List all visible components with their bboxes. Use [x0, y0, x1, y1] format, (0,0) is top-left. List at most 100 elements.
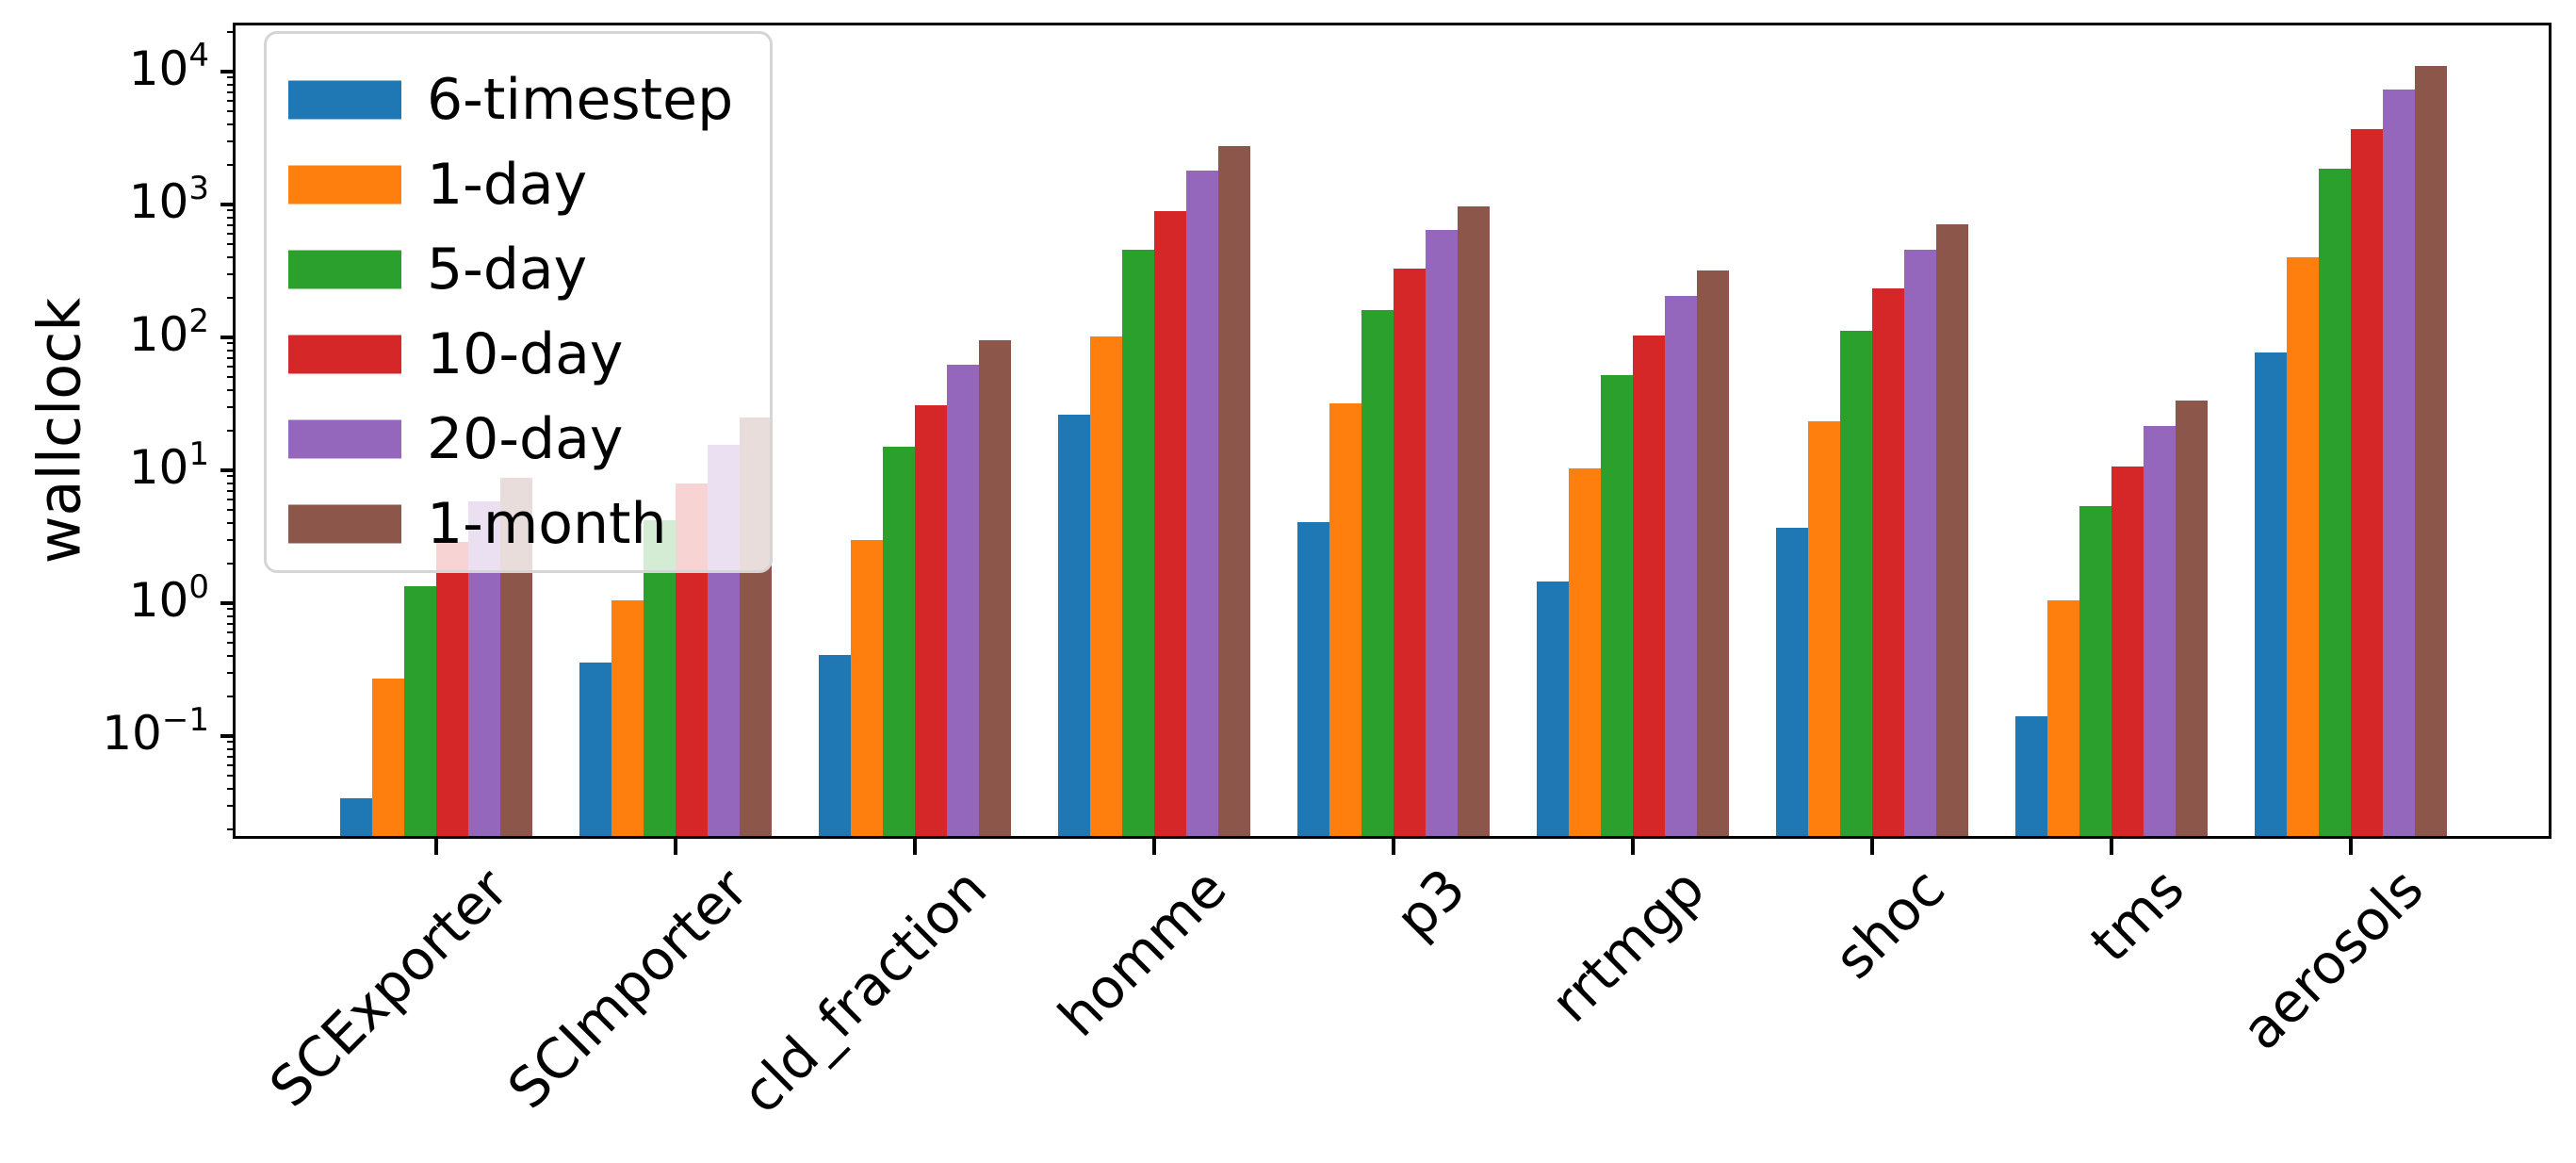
legend-swatch-6-timestep — [288, 80, 401, 120]
bar-homme-1-month — [1218, 146, 1250, 836]
legend-label-1-month: 1-month — [427, 491, 667, 557]
y-minor-tick — [227, 223, 236, 226]
y-minor-tick — [227, 655, 236, 658]
bar-shoc-1-month — [1936, 223, 1968, 836]
y-major-tick-10e1 — [220, 468, 236, 472]
x-tick-label-rrtmgp: rrtmgp — [1539, 856, 1718, 1035]
bar-cld_fraction-5-day — [883, 447, 915, 836]
bar-rrtmgp-6-timestep — [1537, 582, 1569, 836]
bar-shoc-1-day — [1808, 420, 1840, 836]
x-tick-SCImporter — [674, 836, 677, 855]
bar-rrtmgp-1-day — [1569, 468, 1601, 836]
bar-SCExporter-6-timestep — [340, 798, 372, 836]
bar-SCExporter-10-day — [436, 541, 468, 836]
y-major-tick-10e-1 — [220, 734, 236, 738]
bar-homme-5-day — [1122, 249, 1154, 836]
bar-homme-20-day — [1186, 171, 1218, 836]
bar-tms-1-month — [2176, 400, 2208, 836]
bar-p3-20-day — [1426, 230, 1458, 836]
y-minor-tick — [227, 622, 236, 625]
x-tick-label-SCImporter: SCImporter — [495, 856, 760, 1122]
y-minor-tick — [227, 788, 236, 791]
bar-aerosols-10-day — [2351, 128, 2383, 836]
bar-tms-20-day — [2144, 426, 2176, 836]
x-tick-homme — [1152, 836, 1156, 855]
legend-label-10-day: 10-day — [427, 321, 624, 387]
bar-cld_fraction-10-day — [915, 404, 947, 836]
y-minor-tick — [227, 296, 236, 299]
y-minor-tick — [227, 76, 236, 79]
y-minor-tick — [227, 741, 236, 744]
x-tick-p3 — [1392, 836, 1395, 855]
y-minor-tick — [227, 90, 236, 93]
y-tick-label-10e4: 104 — [128, 37, 209, 96]
bar-rrtmgp-1-month — [1697, 270, 1729, 836]
y-minor-tick — [227, 562, 236, 565]
y-minor-tick — [227, 349, 236, 352]
y-minor-tick — [227, 110, 236, 113]
legend-label-20-day: 20-day — [427, 406, 624, 472]
bar-rrtmgp-10-day — [1633, 336, 1665, 836]
y-minor-tick — [227, 163, 236, 166]
y-minor-tick — [227, 538, 236, 541]
bar-SCImporter-6-timestep — [579, 662, 611, 836]
bar-tms-10-day — [2111, 467, 2144, 836]
legend-label-5-day: 5-day — [427, 237, 588, 303]
y-tick-label-10e-1: 10−1 — [102, 701, 209, 761]
bar-homme-1-day — [1090, 336, 1122, 836]
bar-shoc-6-timestep — [1776, 527, 1808, 836]
bar-aerosols-5-day — [2319, 169, 2351, 836]
y-minor-tick — [227, 30, 236, 33]
y-major-tick-10e2 — [220, 336, 236, 339]
y-minor-tick — [227, 475, 236, 478]
y-minor-tick — [227, 83, 236, 86]
bar-tms-5-day — [2079, 505, 2111, 836]
x-tick-label-aerosols: aerosols — [2228, 856, 2436, 1063]
bar-p3-5-day — [1361, 310, 1394, 836]
x-tick-label-shoc: shoc — [1821, 856, 1957, 991]
y-major-tick-10e3 — [220, 203, 236, 206]
y-minor-tick — [227, 509, 236, 512]
y-major-tick-10e4 — [220, 70, 236, 74]
y-minor-tick — [227, 489, 236, 492]
legend-item-5-day: 5-day — [267, 227, 770, 312]
y-minor-tick — [227, 123, 236, 126]
y-minor-tick — [227, 216, 236, 219]
bar-rrtmgp-20-day — [1665, 296, 1697, 836]
y-minor-tick — [227, 139, 236, 142]
bar-p3-10-day — [1394, 268, 1426, 836]
legend: 6-timestep 1-day 5-day 10-day 20-day 1-month — [264, 31, 773, 573]
legend-swatch-1-day — [288, 165, 401, 205]
x-tick-shoc — [1870, 836, 1874, 855]
legend-item-1-month: 1-month — [267, 482, 770, 566]
y-tick-label-10e0: 100 — [128, 568, 209, 628]
legend-swatch-20-day — [288, 419, 401, 459]
bar-p3-6-timestep — [1297, 521, 1329, 836]
legend-item-6-timestep: 6-timestep — [267, 57, 770, 142]
x-tick-aerosols — [2349, 836, 2353, 855]
y-minor-tick — [227, 642, 236, 645]
y-minor-tick — [227, 522, 236, 525]
bar-rrtmgp-5-day — [1601, 375, 1633, 836]
y-minor-tick — [227, 376, 236, 379]
y-minor-tick — [227, 389, 236, 392]
bar-p3-1-day — [1329, 402, 1361, 836]
y-tick-label-10e1: 101 — [128, 435, 209, 495]
y-minor-tick — [227, 366, 236, 369]
legend-label-1-day: 1-day — [427, 152, 588, 218]
y-minor-tick — [227, 209, 236, 212]
y-minor-tick — [227, 764, 236, 767]
bar-SCExporter-1-day — [372, 679, 404, 836]
y-minor-tick — [227, 608, 236, 611]
bar-SCImporter-1-day — [611, 600, 644, 836]
bar-cld_fraction-1-day — [851, 539, 883, 836]
y-minor-tick — [227, 671, 236, 674]
bar-cld_fraction-6-timestep — [819, 654, 851, 836]
bar-aerosols-1-month — [2415, 66, 2447, 836]
bar-aerosols-6-timestep — [2255, 352, 2287, 836]
y-minor-tick — [227, 356, 236, 359]
y-minor-tick — [227, 482, 236, 484]
y-minor-tick — [227, 233, 236, 236]
y-minor-tick — [227, 256, 236, 259]
